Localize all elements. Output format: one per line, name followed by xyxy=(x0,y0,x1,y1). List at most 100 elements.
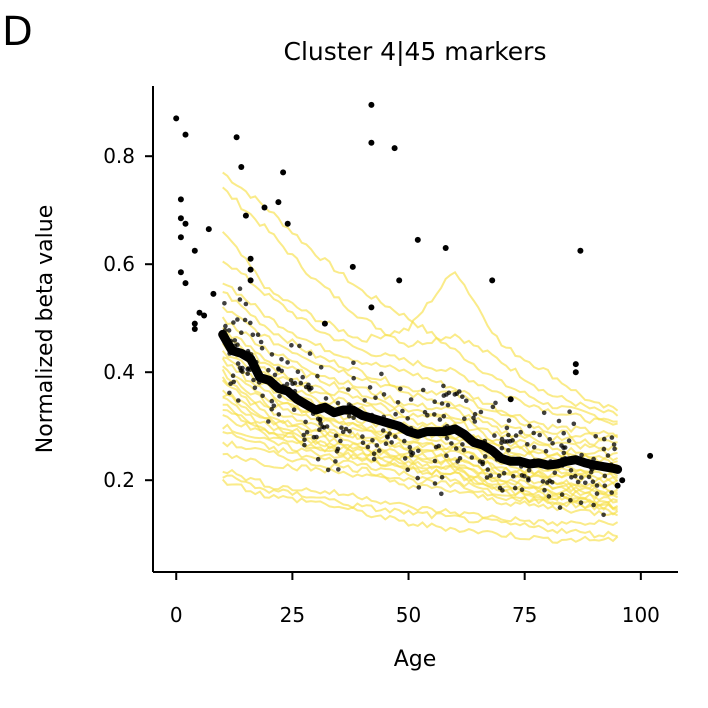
sample-point xyxy=(432,481,438,486)
marker-line-27 xyxy=(222,440,619,516)
sample-point xyxy=(336,467,341,472)
sample-point xyxy=(351,415,356,421)
sample-point xyxy=(230,373,236,379)
sample-point xyxy=(552,470,558,476)
sample-point xyxy=(333,459,338,464)
sample-point xyxy=(493,400,498,406)
sample-point xyxy=(379,371,384,377)
sample-point xyxy=(245,371,250,377)
sample-point xyxy=(381,392,387,397)
sample-point xyxy=(526,477,531,483)
sample-point xyxy=(303,419,308,425)
outlier-point-29 xyxy=(368,304,375,311)
sample-point xyxy=(457,389,462,394)
sample-point xyxy=(389,440,394,445)
outlier-point-1 xyxy=(177,196,184,203)
sample-point xyxy=(307,351,313,356)
outlier-point-17 xyxy=(242,212,249,219)
sample-point xyxy=(235,317,240,322)
sample-point xyxy=(471,415,476,421)
sample-point xyxy=(525,442,530,447)
sample-point xyxy=(239,330,244,336)
sample-point xyxy=(370,438,375,443)
outlier-point-18 xyxy=(247,255,254,262)
sample-point xyxy=(306,382,311,388)
sample-point xyxy=(567,409,572,415)
sample-point xyxy=(231,320,236,325)
sample-point xyxy=(519,487,525,493)
sample-point xyxy=(590,479,596,485)
sample-point xyxy=(318,365,324,370)
sample-point xyxy=(222,301,227,306)
sample-point xyxy=(276,412,282,417)
marker-line-0 xyxy=(222,171,618,423)
sample-point xyxy=(242,317,248,323)
outlier-point-10 xyxy=(191,326,198,332)
sample-point xyxy=(409,452,414,458)
sample-point xyxy=(252,385,258,391)
sample-point xyxy=(291,407,297,413)
sample-point xyxy=(315,373,320,379)
outlier-point-27 xyxy=(368,101,375,108)
outlier-point-0 xyxy=(173,115,180,122)
sample-point xyxy=(441,414,447,419)
outlier-point-26 xyxy=(349,263,356,270)
sample-point xyxy=(478,409,484,415)
marker-line-16 xyxy=(221,368,619,485)
x-tick-label: 50 xyxy=(396,603,421,627)
sample-point xyxy=(393,434,398,440)
sample-point xyxy=(227,390,232,396)
sample-point xyxy=(541,410,547,416)
sample-point xyxy=(371,451,377,457)
sample-point xyxy=(360,440,366,446)
outlier-point-14 xyxy=(210,290,217,297)
sample-point xyxy=(416,448,421,454)
x-tick-label: 75 xyxy=(512,603,537,627)
outlier-point-37 xyxy=(572,369,579,376)
marker-line-20 xyxy=(222,393,619,499)
sample-point xyxy=(482,454,488,459)
sample-point xyxy=(400,408,405,414)
outlier-point-5 xyxy=(182,220,189,227)
sample-point xyxy=(255,332,261,338)
y-ticks: 0.2 0.4 0.6 0.8 xyxy=(103,144,153,492)
sample-point xyxy=(449,441,454,446)
sample-point xyxy=(238,368,244,373)
sample-point xyxy=(415,475,421,481)
marker-line-25 xyxy=(222,423,619,510)
marker-line-2 xyxy=(221,231,619,412)
chart-title: Cluster 4|45 markers xyxy=(284,37,547,66)
sample-point xyxy=(519,473,525,478)
sample-point xyxy=(497,485,503,491)
outlier-point-39 xyxy=(647,452,654,459)
sample-point xyxy=(488,473,493,478)
sample-point xyxy=(568,468,574,473)
sample-point xyxy=(351,360,356,366)
sample-point xyxy=(457,456,463,461)
sample-point xyxy=(543,448,549,454)
sample-point xyxy=(569,475,574,480)
sample-point xyxy=(432,399,438,405)
marker-line-22 xyxy=(222,403,618,504)
sample-point xyxy=(405,467,411,473)
sample-point xyxy=(402,438,407,444)
outlier-point-4 xyxy=(182,131,189,138)
sample-point xyxy=(373,395,378,401)
sample-point xyxy=(561,430,566,436)
sample-point xyxy=(365,444,371,450)
outlier-point-21 xyxy=(261,204,268,211)
sample-point xyxy=(484,475,490,480)
outlier-point-30 xyxy=(391,145,398,152)
sample-point xyxy=(583,480,588,486)
sample-point xyxy=(377,448,382,453)
outlier-point-34 xyxy=(489,277,496,284)
sample-point xyxy=(420,387,426,393)
sample-point xyxy=(320,424,325,430)
sample-point xyxy=(351,375,357,381)
x-tick-label: 100 xyxy=(622,603,660,627)
sample-point xyxy=(276,366,281,371)
sample-point xyxy=(446,390,452,396)
sample-point xyxy=(323,396,329,401)
sample-point xyxy=(237,286,243,292)
sample-point xyxy=(436,443,442,449)
